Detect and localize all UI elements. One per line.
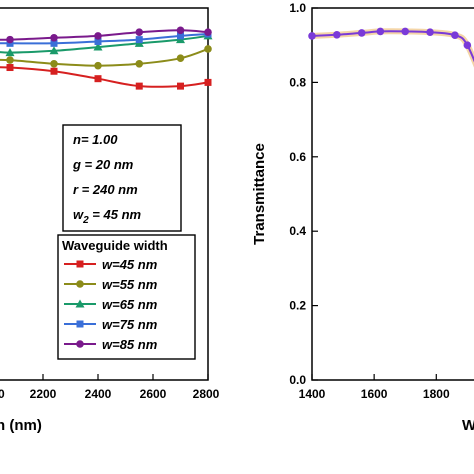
legend-marker-3 [75,299,85,308]
left-series-1-point [6,64,14,72]
right-x-tick-label: 1400 [299,387,326,401]
left-series-5-point [135,28,144,36]
legend-marker-1 [76,260,84,268]
left-x-tick-label: 2400 [85,387,112,401]
left-series-line-5 [0,29,209,41]
left-series-line-1 [0,66,209,88]
right-series-point [357,29,366,37]
right-series-band [311,28,474,68]
legend-entry-1: w=45 nm [102,257,158,272]
legend-entry-3: w=65 nm [102,297,158,312]
legend-title: Waveguide width [62,238,168,253]
right-series-point [333,30,341,39]
right-series-point [401,27,410,36]
left-series-4-point [94,37,102,45]
left-series-1-point [94,75,102,83]
right-plot-frame [311,7,474,381]
left-series-4-point [135,36,143,44]
left-series-2-point [176,54,185,63]
left-series-3-point [49,46,59,55]
left-series-1-point [204,78,212,86]
right-y-tick-label: 0.2 [289,299,306,313]
left-series-5-point [94,32,102,40]
left-x-axis-label: h (nm) [0,417,42,434]
left-series-2-point [204,45,212,53]
right-y-axis-label: Transmittance [251,143,268,245]
left-x-tick-label: 2800 [193,387,220,401]
right-series-point [451,31,459,39]
right-x-axis-label: W [462,417,474,434]
left-series-1-point [50,67,58,75]
left-series-1-point [135,82,143,90]
param-text: r = 240 nm [73,182,138,197]
left-series-5-point [6,35,14,44]
legend-entry-5: w=85 nm [102,337,158,352]
legend-entry-2: w=55 nm [102,277,158,292]
right-series-point [376,27,385,36]
left-x-tick-label-partial: 0 [0,387,5,401]
left-series-4-point [177,32,184,40]
param-text: w2 = 45 nm [73,207,142,226]
legend-marker-4 [76,320,84,328]
left-x-tick-label: 2200 [30,387,57,401]
legend-box [57,234,196,360]
left-series-2-point [6,56,14,64]
right-series-point [308,32,316,40]
right-y-tick-label: 0.6 [289,150,306,164]
right-y-tick-label: 0.8 [289,75,306,89]
right-series-point [463,41,472,49]
param-text: g = 20 nm [72,157,134,172]
left-series-2-point [50,60,58,68]
left-series-3-point [5,48,15,57]
right-series-point [426,28,434,36]
left-series-3-point [93,42,103,51]
left-x-tick-label: 2600 [140,387,167,401]
param-text: n= 1.00 [73,132,118,147]
right-series-line [311,30,474,63]
right-y-tick-label: 1.0 [289,1,306,15]
left-series-2-point [94,61,102,70]
legend-entry-4: w=75 nm [102,317,158,332]
left-series-5-point [50,33,58,42]
params-box [62,124,182,232]
left-series-4-point [50,39,58,47]
right-panel: 0.0 0.2 0.4 0.6 0.8 1.0 1400 1600 1800 Transmitta… [251,1,474,434]
left-series-2-point [135,60,144,68]
legend-marker-5 [76,340,84,348]
left-series-5-point [176,26,185,35]
legend-marker-2 [76,280,84,288]
left-series-5-point [204,28,212,36]
right-y-tick-label: 0.4 [289,224,306,238]
left-series-1-point [177,82,184,90]
right-x-tick-label: 1800 [423,387,450,401]
left-panel: 2200 2400 2600 2800 0 h (nm) n= 1.00 g = 20 nm r… [0,7,220,434]
right-x-tick-label: 1600 [361,387,388,401]
right-y-tick-label: 0.0 [289,373,306,387]
